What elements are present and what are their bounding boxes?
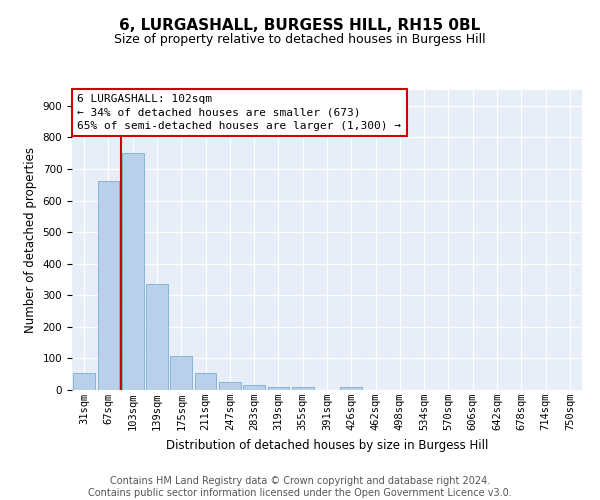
Bar — [194, 374, 217, 390]
Text: 6, LURGASHALL, BURGESS HILL, RH15 0BL: 6, LURGASHALL, BURGESS HILL, RH15 0BL — [119, 18, 481, 32]
Bar — [122, 153, 143, 390]
Bar — [97, 180, 119, 390]
X-axis label: Distribution of detached houses by size in Burgess Hill: Distribution of detached houses by size … — [166, 438, 488, 452]
Bar — [170, 356, 192, 390]
Bar — [292, 387, 314, 390]
Bar — [243, 386, 265, 390]
Text: Size of property relative to detached houses in Burgess Hill: Size of property relative to detached ho… — [114, 32, 486, 46]
Bar — [146, 284, 168, 390]
Y-axis label: Number of detached properties: Number of detached properties — [24, 147, 37, 333]
Bar — [73, 372, 95, 390]
Text: 6 LURGASHALL: 102sqm
← 34% of detached houses are smaller (673)
65% of semi-deta: 6 LURGASHALL: 102sqm ← 34% of detached h… — [77, 94, 401, 131]
Bar — [268, 387, 289, 390]
Bar — [340, 387, 362, 390]
Text: Contains HM Land Registry data © Crown copyright and database right 2024.
Contai: Contains HM Land Registry data © Crown c… — [88, 476, 512, 498]
Bar — [219, 382, 241, 390]
